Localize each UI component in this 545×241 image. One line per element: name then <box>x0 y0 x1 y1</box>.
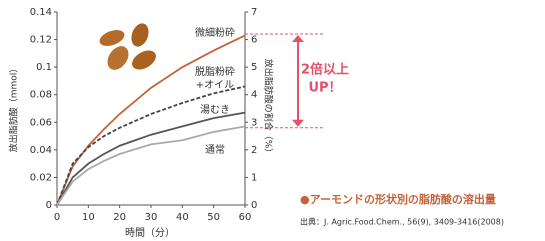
y-tick-label: 0.1 <box>36 62 52 73</box>
y-tick-label: 0 <box>46 200 52 211</box>
y-tick-label: 0.08 <box>30 90 52 101</box>
y-tick-label: 0.02 <box>30 172 52 183</box>
x-tick-label: 60 <box>239 212 252 223</box>
y2-tick-label: 3 <box>251 117 257 128</box>
y2-tick-label: 2 <box>251 145 257 156</box>
source: 出典：J. Agric.Food.Chem., 56(9), 3409-3416… <box>300 217 504 227</box>
chart: ●アーモンドの形状別の脂肪酸の溶出量 出典：J. Agric.Food.Chem… <box>0 0 545 241</box>
y2-tick-label: 1 <box>251 172 257 183</box>
series-label: 微細粉砕 <box>195 26 235 39</box>
annotation: UP！ <box>308 81 341 96</box>
y2-tick-label: 7 <box>251 7 257 18</box>
x-tick-label: 30 <box>145 212 158 223</box>
y-tick-label: 0.12 <box>30 35 52 46</box>
series-line <box>57 113 245 205</box>
y2-axis-label: 放出脂肪酸の割合（%） <box>263 59 275 158</box>
y-tick-label: 0.14 <box>30 7 52 18</box>
series-label: 脱脂粉砕+オイル <box>195 65 235 91</box>
y-tick-label: 0.04 <box>30 145 52 156</box>
x-tick-label: 20 <box>113 212 126 223</box>
y2-tick-label: 6 <box>251 35 257 46</box>
x-axis-label: 時間（分） <box>125 227 175 239</box>
y2-tick-label: 4 <box>251 90 257 101</box>
y-axis-label: 放出脂肪酸（mmol） <box>8 64 20 153</box>
series-label: 通常 <box>205 143 225 156</box>
almond-image <box>97 21 159 74</box>
y-tick-label: 0.06 <box>30 117 52 128</box>
y2-tick-label: 0 <box>251 200 257 211</box>
series-label: 湯むき <box>200 103 230 116</box>
annotation: 2倍以上 <box>301 62 349 78</box>
y2-tick-label: 5 <box>251 62 257 73</box>
caption: ●アーモンドの形状別の脂肪酸の溶出量 <box>300 192 496 206</box>
x-tick-label: 40 <box>176 212 189 223</box>
x-tick-label: 10 <box>82 212 95 223</box>
x-tick-label: 0 <box>54 212 60 223</box>
x-tick-label: 50 <box>207 212 220 223</box>
